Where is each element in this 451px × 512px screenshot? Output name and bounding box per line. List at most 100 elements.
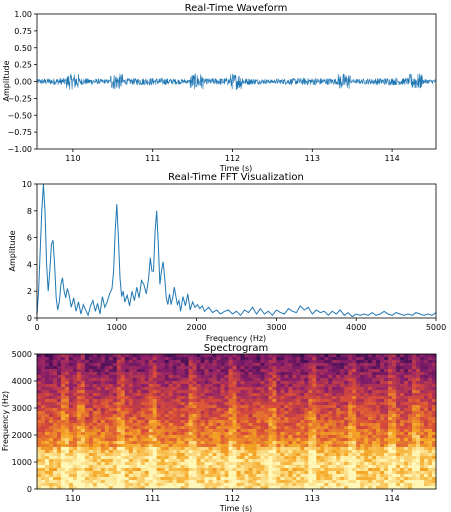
spectrogram-cell (160, 456, 165, 460)
spectrogram-cell (84, 453, 90, 457)
spectrogram-cell (424, 354, 429, 358)
spectrogram-cell (376, 432, 381, 436)
spectrogram-cell (76, 426, 82, 430)
spectrogram-cell (260, 372, 265, 376)
spectrogram-cell (68, 429, 74, 433)
spectrogram-cell (96, 390, 102, 394)
spectrogram-cell (360, 423, 365, 427)
spectrogram-cell (204, 408, 209, 412)
spectrogram-cell (132, 396, 138, 400)
spectrogram-cell (296, 483, 301, 487)
spectrogram-cell (64, 477, 70, 481)
spectrogram-cell (416, 381, 421, 385)
spectrogram-cell (180, 366, 185, 370)
spectrogram-cell (224, 369, 229, 373)
spectrogram-cell (96, 438, 102, 442)
spectrogram-cell (37, 423, 42, 427)
spectrogram-cell (184, 426, 189, 430)
spectrogram-cell (296, 396, 301, 400)
spectrogram-cell (56, 429, 62, 433)
spectrogram-cell (276, 423, 281, 427)
spectrogram-cell (180, 453, 185, 457)
spectrogram-cell (360, 369, 365, 373)
spectrogram-cell (204, 450, 209, 454)
spectrogram-cell (240, 453, 245, 457)
spectrogram-cell (412, 408, 417, 412)
spectrogram-cell (104, 429, 110, 433)
spectrogram-cell (140, 420, 146, 424)
spectrogram-cell (172, 450, 177, 454)
waveform-ytick-label: 0.25 (14, 61, 32, 70)
spectrogram-cell (144, 477, 150, 481)
spectrogram-cell (376, 420, 381, 424)
spectrogram-cell (404, 372, 409, 376)
spectrogram-cell (52, 447, 58, 451)
spectrogram-cell (184, 465, 189, 469)
spectrogram-cell (284, 438, 289, 442)
spectrogram-cell (112, 417, 118, 421)
spectrogram-cell (132, 402, 138, 406)
spectrogram-cell (320, 480, 325, 484)
spectrogram-cell (56, 399, 62, 403)
spectrogram-cell (88, 477, 94, 481)
spectrogram-cell (380, 429, 385, 433)
spectrogram-cell (268, 474, 273, 478)
spectrogram-cell (60, 426, 66, 430)
spectrogram-cell (276, 375, 281, 379)
spectrogram-cell (112, 447, 118, 451)
spectrogram-cell (300, 447, 305, 451)
spectrogram-cell (136, 432, 142, 436)
spectrogram-cell (308, 465, 313, 469)
spectrogram-cell (272, 417, 277, 421)
spectrogram-cell (328, 486, 333, 490)
spectrogram-cell (336, 462, 341, 466)
spectrogram-cell (224, 435, 229, 439)
spectrogram-cell (104, 441, 110, 445)
spectrogram-cell (372, 465, 377, 469)
spectrogram-cell (360, 468, 365, 472)
spectrogram-cell (228, 486, 233, 490)
spectrogram-cell (280, 483, 285, 487)
spectrogram-cell (348, 426, 353, 430)
spectrogram-cell (37, 360, 42, 364)
spectrogram-cell (376, 471, 381, 475)
spectrogram-cell (52, 372, 58, 376)
spectrogram-cell (336, 465, 341, 469)
spectrogram-cell (288, 447, 293, 451)
spectrogram-cell (252, 372, 257, 376)
spectrogram-cell (76, 432, 82, 436)
spectrogram-cell (68, 408, 74, 412)
spectrogram-cell (252, 381, 257, 385)
spectrogram-cell (268, 366, 273, 370)
spectrogram-cell (140, 462, 146, 466)
spectrogram-cell (140, 474, 146, 478)
spectrogram-cell (404, 483, 409, 487)
spectrogram-cell (400, 390, 405, 394)
spectrogram-cell (208, 429, 213, 433)
spectrogram-cell (116, 459, 122, 463)
spectrogram-cell (164, 486, 169, 490)
spectrogram-cell (332, 375, 337, 379)
spectrogram-cell (384, 432, 389, 436)
spectrogram-cell (80, 378, 86, 382)
spectrogram-cell (248, 429, 253, 433)
spectrogram-cell (152, 387, 157, 391)
spectrogram-cell (264, 408, 269, 412)
spectrogram-cell (112, 369, 118, 373)
spectrogram-cell (272, 435, 277, 439)
spectrogram-cell (60, 483, 66, 487)
spectrogram-cell (68, 399, 74, 403)
spectrogram-cell (240, 354, 245, 358)
spectrogram-cell (48, 399, 54, 403)
spectrogram-cell (300, 468, 305, 472)
spectrogram-cell (288, 402, 293, 406)
spectrogram-cell (236, 372, 241, 376)
spectrogram-cell (388, 462, 393, 466)
spectrogram-cell (156, 432, 161, 436)
spectrogram-cell (256, 399, 261, 403)
spectrogram-cell (216, 360, 221, 364)
spectrogram-cell (392, 381, 397, 385)
spectrogram-cell (240, 474, 245, 478)
spectrogram-cell (352, 423, 357, 427)
spectrogram-cell (428, 462, 433, 466)
